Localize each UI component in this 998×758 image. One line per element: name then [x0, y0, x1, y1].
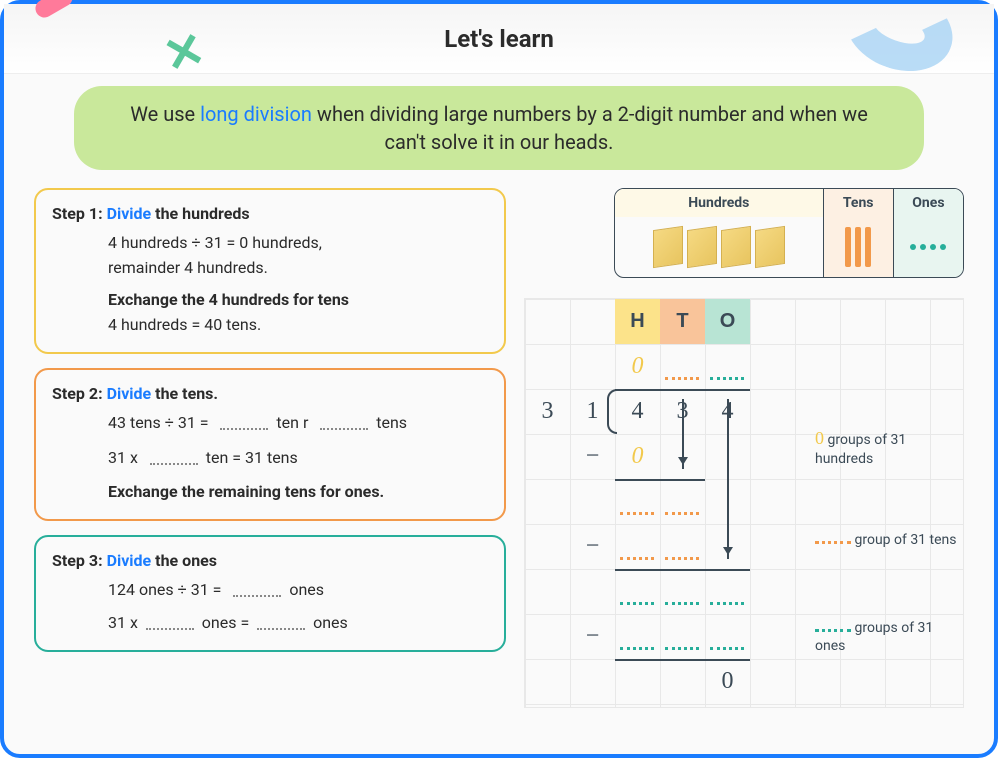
steps-column: Step 1: Divide the hundreds 4 hundreds ÷… — [34, 188, 506, 708]
step-3: Step 3: Divide the ones 124 ones ÷ 31 = … — [34, 535, 506, 651]
deco-pill-icon — [32, 0, 76, 21]
arrow-down-O — [727, 399, 729, 559]
step1-line1: 4 hundreds ÷ 31 = 0 hundreds, — [108, 231, 488, 256]
content: We use long division when dividing large… — [4, 74, 994, 708]
visual-column: Hundreds Tens Ones — [524, 188, 964, 708]
page-title: Let's learn — [444, 25, 554, 53]
blank-icon — [233, 595, 281, 597]
step-1: Step 1: Divide the hundreds 4 hundreds ÷… — [34, 188, 506, 354]
rem2-T-blank — [665, 602, 699, 605]
divisor-d2: 1 — [570, 389, 615, 434]
annot-h-val: 0 — [815, 428, 824, 448]
s2l2a: 31 x — [108, 448, 138, 467]
annot-o-blank — [815, 629, 851, 632]
s3l2b: ones = — [202, 613, 249, 632]
annot-o-text: groups of 31 ones — [815, 620, 933, 654]
ten-rod-icon — [855, 227, 861, 267]
col-hundreds: Hundreds — [615, 189, 824, 217]
arrow-down-T — [682, 399, 684, 469]
s2l1b: ten r — [276, 413, 308, 432]
dividend-H: 4 — [615, 389, 660, 434]
quotient-O-blank — [710, 377, 744, 380]
minus-2: − — [570, 524, 615, 569]
annot-t-text: group of 31 tens — [854, 532, 956, 548]
step1-kw: Divide — [107, 204, 152, 223]
rule-1 — [615, 479, 705, 481]
blank-icon — [150, 463, 198, 465]
step3-rest: the ones — [151, 551, 217, 570]
step1-label: Step 1: — [52, 204, 103, 223]
header: ✕ Let's learn — [4, 4, 994, 74]
col-ones: Ones — [894, 189, 963, 217]
col-tens: Tens — [824, 189, 894, 217]
step1-line3: 4 hundreds = 40 tens. — [108, 313, 488, 338]
sub1-H: 0 — [615, 434, 660, 479]
grid-header-O: O — [705, 299, 750, 344]
step2-rest: the tens. — [151, 384, 218, 403]
annot-h-text: groups of 31 hundreds — [815, 432, 906, 467]
sub3-O-blank — [710, 647, 744, 650]
sub2-H-blank — [620, 557, 654, 560]
sub3-T-blank — [665, 647, 699, 650]
final-rem: 0 — [705, 659, 750, 704]
hundred-flat-icon — [755, 226, 785, 268]
step2-label: Step 2: — [52, 384, 103, 403]
divisor-d1: 3 — [525, 389, 570, 434]
banner-suffix: when dividing large numbers by a 2-digit… — [312, 102, 868, 154]
tens-rods — [824, 217, 894, 277]
annot-t-blank — [815, 541, 851, 544]
sub2-T-blank — [665, 557, 699, 560]
blank-icon — [146, 628, 194, 630]
step1-line2: remainder 4 hundreds. — [108, 256, 488, 281]
banner-keyword: long division — [200, 102, 312, 126]
s2l1c: tens — [376, 413, 407, 432]
rem-T-blank — [665, 512, 699, 515]
blank-icon — [257, 628, 305, 630]
rem2-H-blank — [620, 602, 654, 605]
sub3-H-blank — [620, 647, 654, 650]
ten-rod-icon — [865, 227, 871, 267]
blank-icon — [320, 428, 368, 430]
step3-label: Step 3: — [52, 551, 103, 570]
s3l2c: ones — [313, 613, 348, 632]
minus-3: − — [570, 614, 615, 659]
s3l2a: 31 x — [108, 613, 138, 632]
grid-header-H: H — [615, 299, 660, 344]
hundred-flat-icon — [721, 226, 751, 268]
step1-rest: the hundreds — [151, 204, 249, 223]
quotient-H: 0 — [615, 344, 660, 389]
hundred-flat-icon — [687, 226, 717, 268]
step-2: Step 2: Divide the tens. 43 tens ÷ 31 = … — [34, 368, 506, 521]
rule-2 — [615, 569, 750, 571]
ten-rod-icon — [845, 227, 851, 267]
annot-ones: groups of 31 ones — [815, 619, 963, 655]
s3l1b: ones — [289, 580, 324, 599]
step2-kw: Divide — [107, 384, 152, 403]
s3l1a: 124 ones ÷ 31 = — [108, 580, 221, 599]
blank-icon — [220, 428, 268, 430]
minus-1: − — [570, 434, 615, 479]
step3-kw: Divide — [107, 551, 152, 570]
grid-header-T: T — [660, 299, 705, 344]
step1-bold: Exchange the 4 hundreds for tens — [108, 288, 488, 313]
hundred-flat-icon — [653, 226, 683, 268]
intro-banner: We use long division when dividing large… — [74, 86, 924, 170]
banner-prefix: We use — [130, 102, 200, 126]
hundreds-blocks — [615, 217, 824, 277]
annot-tens: group of 31 tens — [815, 531, 956, 549]
place-value-table: Hundreds Tens Ones — [614, 188, 964, 278]
deco-arc-icon — [834, 0, 965, 85]
step2-bold: Exchange the remaining tens for ones. — [108, 480, 488, 505]
quotient-T-blank — [665, 377, 699, 380]
rem-H-blank — [620, 512, 654, 515]
s2l1a: 43 tens ÷ 31 = — [108, 413, 209, 432]
ones-dots — [894, 217, 963, 277]
long-division-grid: H T O 0 3 1 4 3 4 — [524, 298, 964, 708]
lesson-frame: ✕ Let's learn We use long division when … — [0, 0, 998, 758]
rem2-O-blank — [710, 602, 744, 605]
annot-hundreds: 0 groups of 31 hundreds — [815, 427, 963, 469]
s2l2b: ten = 31 tens — [206, 448, 298, 467]
